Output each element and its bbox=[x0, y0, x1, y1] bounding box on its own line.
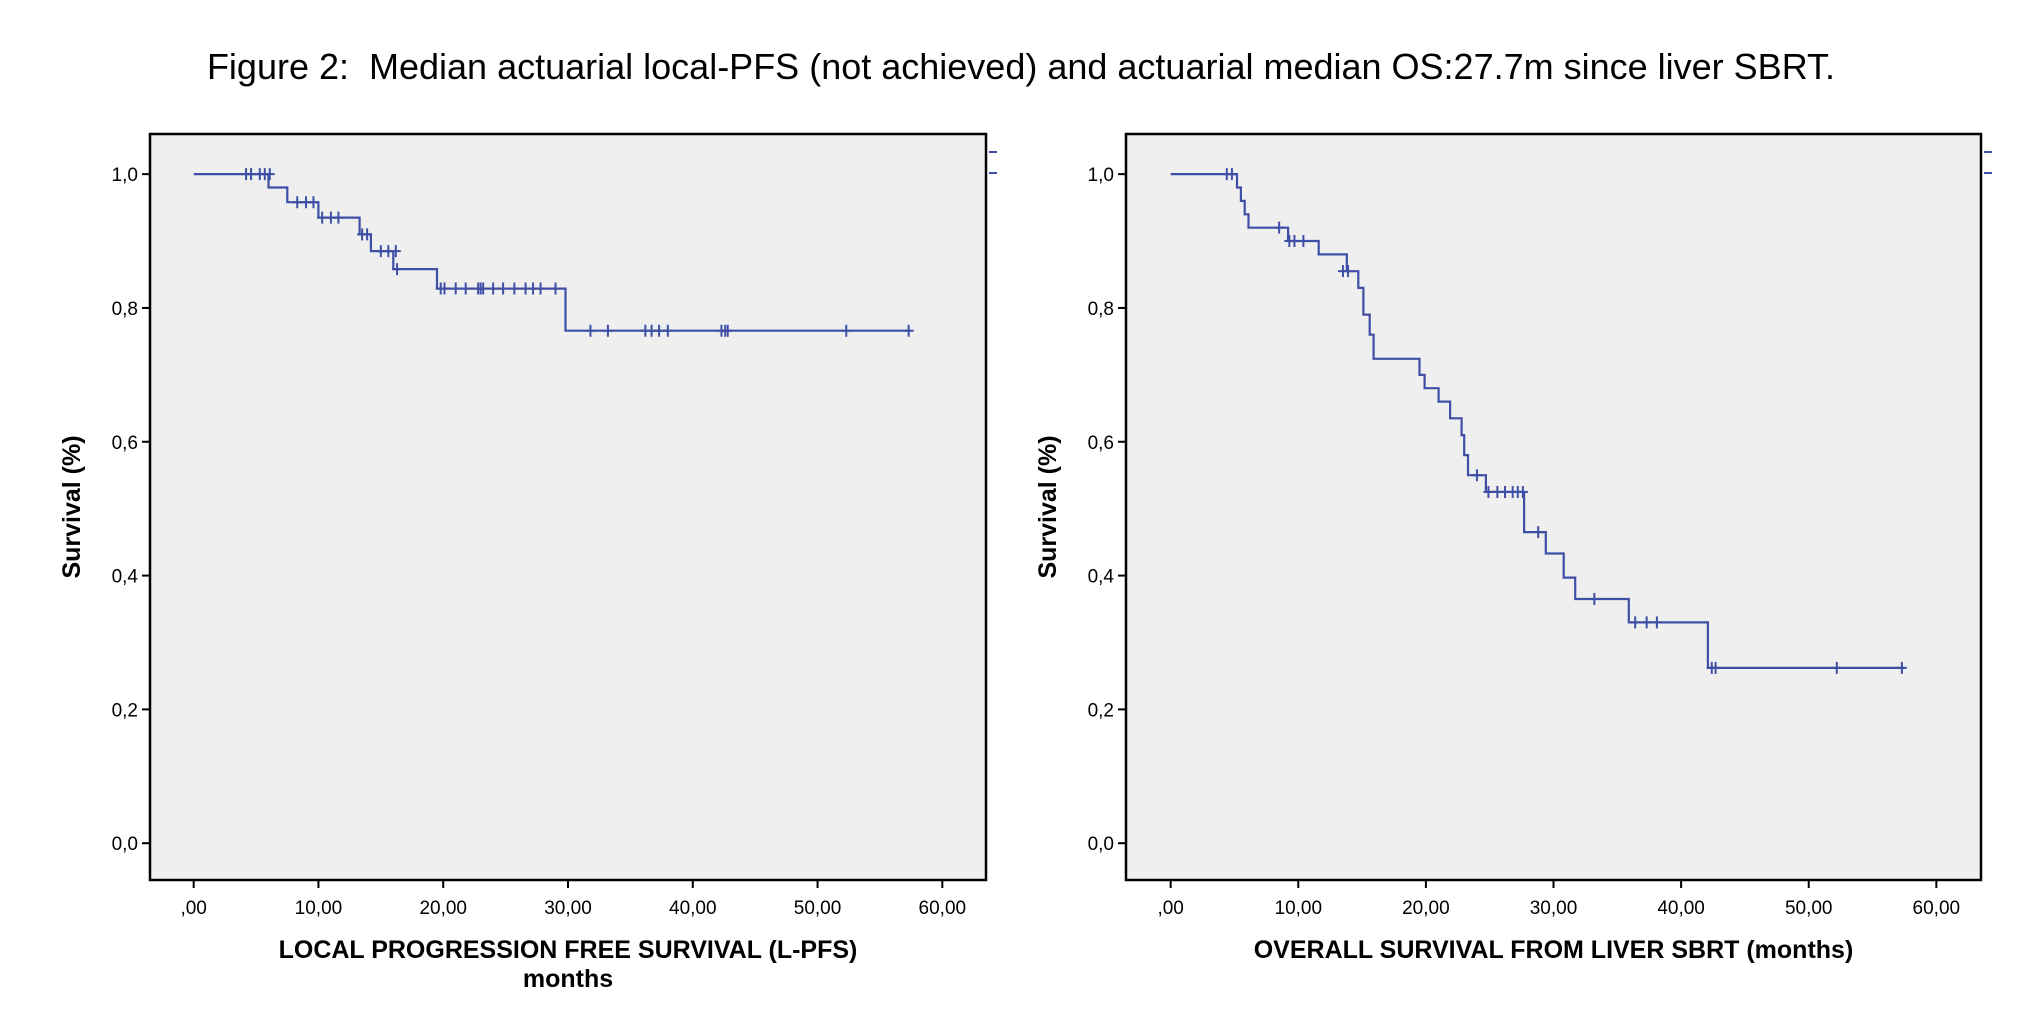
x-tick-label: 20,00 bbox=[1402, 898, 1450, 919]
x-tick-label: 40,00 bbox=[669, 898, 717, 919]
x-tick-label: 50,00 bbox=[1785, 898, 1833, 919]
censor-mark bbox=[1274, 221, 1285, 234]
x-tick-label: 10,00 bbox=[295, 898, 343, 919]
censor-mark bbox=[317, 211, 328, 224]
censor-mark bbox=[1710, 661, 1721, 674]
censor-mark bbox=[498, 282, 509, 295]
x-tick-label: 30,00 bbox=[544, 898, 592, 919]
censor-mark bbox=[1533, 526, 1544, 539]
y-tick-label: 0,2 bbox=[1088, 700, 1114, 721]
censor-mark bbox=[1641, 616, 1652, 629]
y-tick-label: 0,4 bbox=[112, 567, 139, 588]
censor-mark bbox=[535, 282, 546, 295]
censor-mark bbox=[439, 282, 450, 295]
y-tick-label: 0,0 bbox=[1088, 834, 1114, 855]
x-axis-label-line2: months bbox=[523, 965, 613, 993]
censor-mark bbox=[292, 196, 303, 209]
x-tick-label: 60,00 bbox=[1913, 898, 1961, 919]
censor-mark bbox=[308, 196, 319, 209]
censor-mark bbox=[1471, 469, 1482, 482]
censor-mark bbox=[841, 324, 852, 337]
censor-mark bbox=[1651, 616, 1662, 629]
y-tick-label: 0,2 bbox=[112, 700, 138, 721]
censor-mark bbox=[585, 324, 596, 337]
censor-mark bbox=[722, 324, 733, 337]
censor-mark bbox=[1630, 616, 1641, 629]
x-tick-label: 50,00 bbox=[794, 898, 842, 919]
censor-mark bbox=[1483, 485, 1494, 498]
figure-title: Figure 2: Median actuarial local-PFS (no… bbox=[206, 46, 1836, 87]
x-tick-label: 40,00 bbox=[1657, 898, 1705, 919]
censor-mark bbox=[478, 282, 489, 295]
censor-mark bbox=[1289, 235, 1300, 248]
censor-mark bbox=[662, 324, 673, 337]
censor-mark bbox=[1226, 168, 1237, 181]
censor-mark bbox=[654, 324, 665, 337]
censor-mark bbox=[460, 282, 471, 295]
censor-mark bbox=[1298, 235, 1309, 248]
x-tick-label: ,00 bbox=[180, 898, 206, 919]
chart-right-overall-survival: 0,0 0,2 0,4 0,6 0,8 1,0 ,00 10,00 20,00 30,00 40,0… bbox=[1034, 132, 1992, 964]
censor-mark bbox=[1896, 661, 1907, 674]
censor-mark bbox=[333, 211, 344, 224]
plot-area bbox=[1124, 132, 1983, 882]
y-axis-label: Survival (%) bbox=[1034, 435, 1062, 578]
y-tick-label: 0,0 bbox=[112, 834, 138, 855]
censor-mark bbox=[1343, 265, 1354, 278]
censor-mark bbox=[246, 168, 257, 181]
plot-area bbox=[148, 132, 988, 882]
x-tick-label: ,00 bbox=[1157, 898, 1183, 919]
y-axis-label: Survival (%) bbox=[58, 435, 86, 578]
y-tick-label: 0,4 bbox=[1088, 567, 1115, 588]
censor-mark bbox=[390, 245, 401, 258]
y-tick-label: 0,6 bbox=[112, 433, 138, 454]
x-axis-label: LOCAL PROGRESSION FREE SURVIVAL (L-PFS) bbox=[279, 936, 858, 964]
censor-mark bbox=[550, 282, 561, 295]
x-tick-label: 60,00 bbox=[919, 898, 967, 919]
censor-mark bbox=[1589, 592, 1600, 605]
x-tick-label: 20,00 bbox=[419, 898, 467, 919]
censor-mark bbox=[1831, 661, 1842, 674]
censor-mark bbox=[509, 282, 520, 295]
censor-mark bbox=[903, 324, 914, 337]
y-tick-label: 0,8 bbox=[1088, 299, 1114, 320]
y-tick-label: 0,6 bbox=[1088, 433, 1114, 454]
y-tick-label: 0,8 bbox=[112, 299, 138, 320]
x-tick-label: 30,00 bbox=[1530, 898, 1578, 919]
censor-mark bbox=[602, 324, 613, 337]
y-tick-label: 1,0 bbox=[112, 165, 138, 186]
y-tick-label: 1,0 bbox=[1088, 165, 1114, 186]
censor-mark bbox=[264, 168, 275, 181]
censor-mark bbox=[392, 263, 403, 276]
censor-mark bbox=[488, 282, 499, 295]
censor-mark bbox=[1517, 485, 1528, 498]
chart-left-local-pfs: 0,0 0,2 0,4 0,6 0,8 1,0 ,00 10,00 20,00 30,00 40,0… bbox=[58, 132, 997, 993]
x-tick-label: 10,00 bbox=[1275, 898, 1323, 919]
censor-mark bbox=[450, 282, 461, 295]
x-axis-label: OVERALL SURVIVAL FROM LIVER SBRT (months… bbox=[1254, 936, 1854, 964]
censor-mark bbox=[362, 228, 373, 241]
survival-curve bbox=[1170, 173, 1905, 669]
